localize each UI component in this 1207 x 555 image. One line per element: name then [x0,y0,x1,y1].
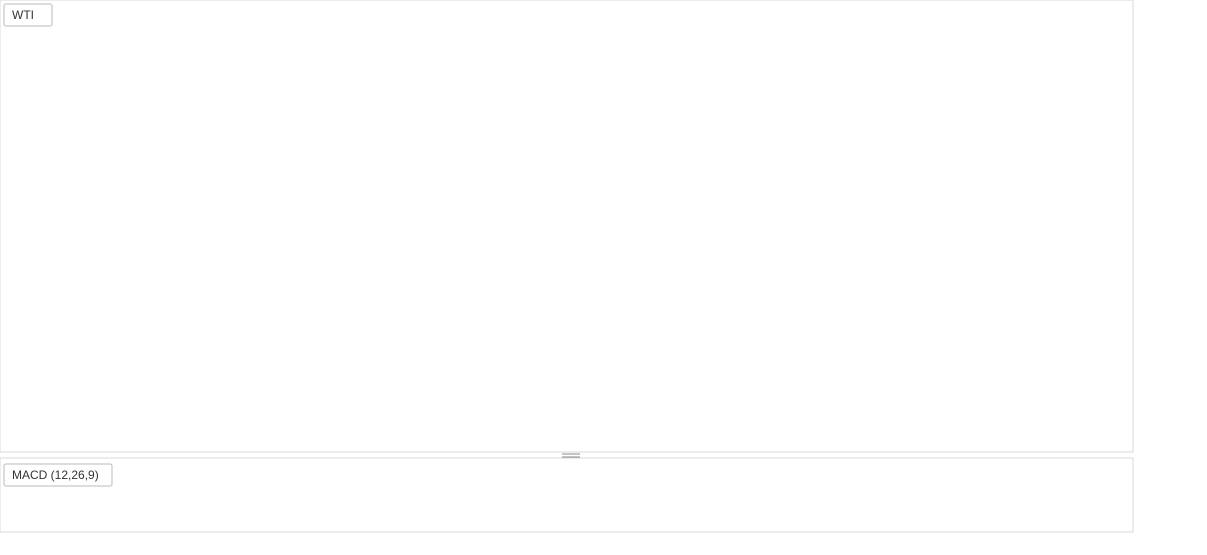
price-panel [0,0,1134,453]
symbol-box [3,3,53,27]
indicator-box [3,463,113,487]
indicator-title: MACD (12,26,9) [12,468,99,482]
overlay: WTI MACD (12,26,9) [3,3,113,487]
chart-title: WTI [12,8,34,22]
macd-panel [0,457,1134,533]
